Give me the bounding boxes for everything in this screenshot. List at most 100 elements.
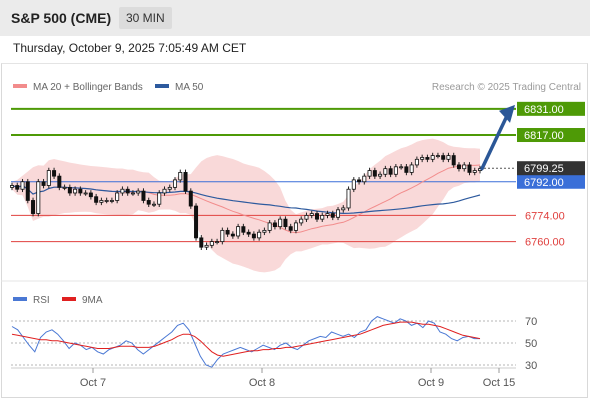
- candle-up: [399, 166, 404, 169]
- candle-up: [378, 173, 383, 177]
- candle-down: [31, 200, 36, 214]
- timeframe-button[interactable]: 30 MIN: [119, 7, 172, 29]
- rsi-legend: RSI 9MA: [13, 295, 103, 306]
- rsi-tick-label: 70: [525, 316, 537, 328]
- ma50-legend-label: MA 50: [175, 82, 204, 93]
- candle-down: [57, 175, 62, 188]
- rsi-ma-legend-swatch: [62, 297, 76, 301]
- bollinger-band-layer: [12, 138, 480, 273]
- candle-up: [304, 215, 309, 220]
- level-label-support: 6774.00: [525, 210, 565, 222]
- candle-up: [341, 207, 346, 211]
- candle-up: [325, 213, 330, 216]
- candle-up: [420, 157, 425, 160]
- candle-up: [109, 200, 114, 202]
- price-legend: MA 20 + Bollinger Bands MA 50 Research ©…: [13, 82, 581, 93]
- candle-up: [462, 164, 467, 170]
- candle-up: [472, 170, 477, 173]
- candle-up: [73, 188, 78, 194]
- candle-up: [62, 186, 67, 189]
- moving-average-layer: [11, 164, 481, 234]
- candle-up: [267, 222, 272, 231]
- rsi-grid: 70 50 30: [11, 316, 537, 372]
- x-axis: Oct 7 Oct 8 Oct 9 Oct 15: [11, 367, 516, 389]
- level-label-resistance: 6831.00: [524, 104, 564, 116]
- ma20-legend-swatch: [13, 84, 27, 88]
- candle-up: [36, 181, 41, 214]
- candle-up: [20, 181, 25, 190]
- candle-up: [414, 158, 419, 166]
- candle-up: [173, 179, 178, 188]
- candle-down: [67, 186, 72, 194]
- candle-up: [204, 244, 209, 248]
- candle-up: [209, 241, 214, 246]
- candle-up: [120, 188, 125, 194]
- candle-down: [372, 170, 377, 177]
- candle-up: [83, 192, 88, 195]
- candle-up: [157, 192, 162, 205]
- ma50-line: [11, 184, 481, 215]
- current-price-label: 6799.25: [524, 163, 564, 175]
- candle-down: [141, 190, 146, 201]
- candle-down: [467, 164, 472, 173]
- candle-up: [336, 209, 341, 218]
- x-tick-label: Oct 7: [80, 377, 106, 389]
- candle-down: [330, 213, 335, 218]
- candle-down: [388, 168, 393, 175]
- candle-up: [435, 155, 440, 157]
- candle-up: [151, 203, 156, 206]
- candle-up: [446, 155, 451, 160]
- candle-down: [357, 179, 362, 183]
- candle-up: [130, 192, 135, 195]
- candle-down: [41, 181, 46, 186]
- candle-up: [115, 192, 120, 201]
- candle-down: [272, 222, 277, 228]
- candle-up: [236, 226, 241, 237]
- candle-up: [362, 175, 367, 183]
- x-tick-label: Oct 8: [249, 377, 275, 389]
- rsi-legend-swatch: [13, 297, 27, 301]
- current-price-label-bg: [517, 161, 585, 176]
- candle-up: [393, 166, 398, 175]
- timestamp: Thursday, October 9, 2025 7:05:49 AM CET: [13, 41, 247, 55]
- candle-down: [451, 155, 456, 166]
- candle-up: [409, 164, 414, 173]
- candle-down: [314, 213, 319, 220]
- candle-up: [262, 229, 267, 233]
- candle-up: [293, 222, 298, 231]
- candle-down: [404, 166, 409, 173]
- candle-up: [215, 241, 220, 244]
- projection-arrow-shaft: [480, 116, 508, 171]
- candle-down: [241, 226, 246, 233]
- candle-down: [283, 218, 288, 228]
- level-label-bg-resistance: [517, 101, 585, 116]
- candle-up: [320, 215, 325, 220]
- candle-down: [251, 233, 256, 239]
- header-bar: S&P 500 (CME) 30 MIN: [0, 0, 590, 36]
- rsi-lines: [11, 316, 481, 368]
- instrument-title: S&P 500 (CME): [11, 10, 112, 26]
- x-tick-label: Oct 15: [483, 377, 515, 389]
- candle-down: [425, 157, 430, 160]
- projection-arrow-head: [499, 104, 515, 123]
- candle-up: [309, 213, 314, 216]
- candle-up: [351, 179, 356, 190]
- candle-up: [430, 155, 435, 160]
- bollinger-band: [12, 138, 480, 273]
- level-label-bg-pivot: [517, 174, 585, 189]
- candle-down: [288, 226, 293, 231]
- level-labels-layer: 6831.00 6817.00 6792.00 6774.00 6760.00 6799.…: [517, 101, 585, 249]
- ma50-legend-swatch: [155, 84, 169, 88]
- x-tick-label: Oct 9: [418, 377, 444, 389]
- candle-up: [367, 170, 372, 177]
- ma20-legend-label: MA 20 + Bollinger Bands: [33, 82, 143, 93]
- candle-up: [383, 168, 388, 175]
- candle-up: [257, 231, 262, 239]
- rsi-ma-line: [11, 321, 481, 357]
- rsi-tick-label: 30: [525, 360, 537, 372]
- candle-up: [167, 186, 172, 190]
- candle-down: [94, 196, 99, 203]
- candle-down: [125, 188, 130, 194]
